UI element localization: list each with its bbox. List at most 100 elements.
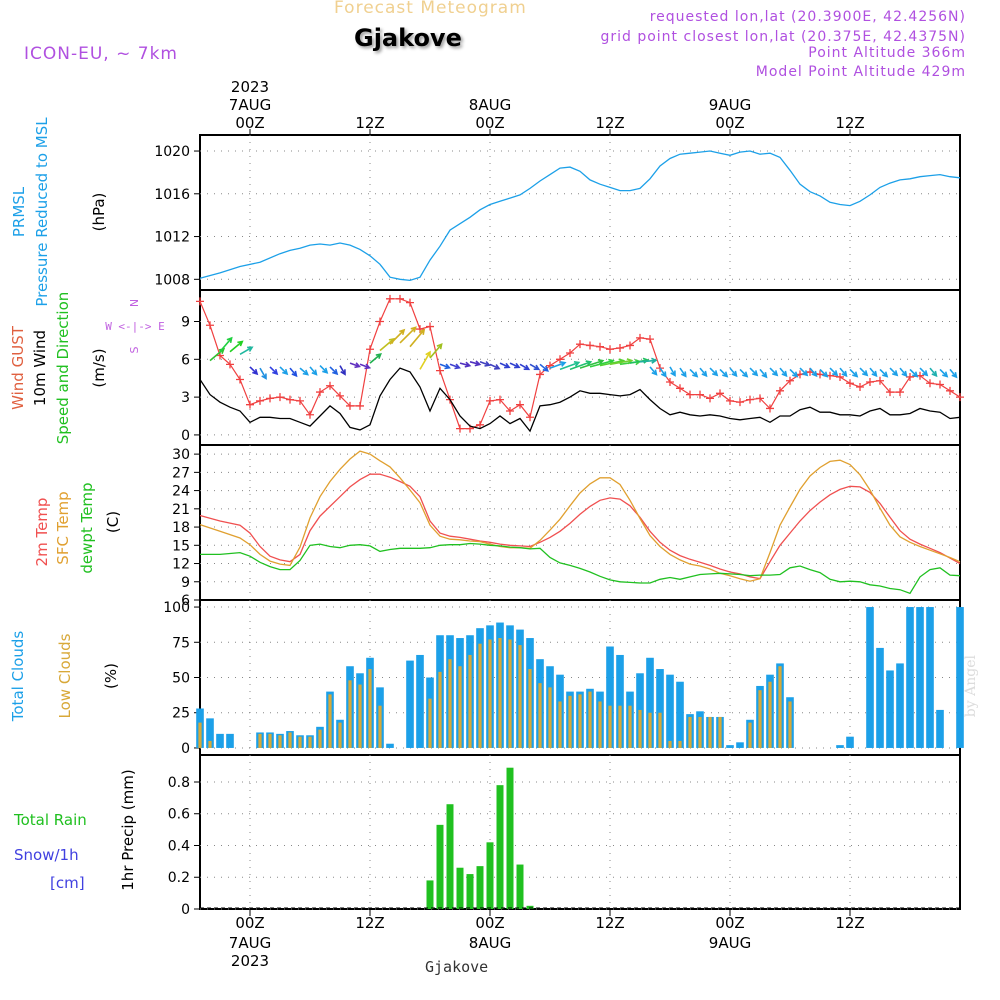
gust-marker	[476, 420, 484, 429]
total-cloud-bar	[886, 670, 894, 748]
ytick-label: 24	[172, 484, 190, 500]
wind-direction-arrow	[939, 368, 949, 378]
gust-marker	[946, 386, 954, 395]
gust-marker	[266, 394, 274, 403]
gust-marker	[206, 321, 214, 330]
bottom-year-label: 2023	[231, 952, 269, 970]
city-name: Gjakove	[354, 24, 462, 52]
gust-marker	[436, 366, 444, 375]
gust-marker	[766, 404, 774, 413]
wind-direction-arrow	[639, 357, 658, 364]
requested-coords: requested lon,lat (20.3900E, 42.4256N)	[649, 9, 966, 25]
wind-direction-arrow	[219, 336, 233, 353]
top-date-label: 8AUG	[469, 96, 511, 114]
ytick-label: 18	[172, 520, 190, 536]
dewpt-line	[200, 542, 961, 595]
wind-direction-arrow	[649, 366, 658, 376]
wind-direction-arrow	[229, 340, 244, 353]
gust-marker	[716, 389, 724, 398]
low-cloud-bar	[278, 735, 282, 748]
wind-direction-arrow	[259, 367, 267, 380]
bottom-hour-label: 00Z	[715, 914, 744, 932]
low-cloud-bar	[758, 690, 762, 748]
gust-marker	[286, 395, 294, 404]
ytick-label: 1016	[154, 187, 190, 203]
wind-direction-arrow	[469, 360, 482, 367]
prmsl-line	[199, 150, 961, 282]
low-cloud-bar	[368, 669, 372, 748]
gust-marker	[676, 384, 684, 393]
panel-frame-pressure	[199, 134, 961, 291]
wind-direction-arrow	[929, 367, 938, 378]
low-cloud-bar	[718, 716, 722, 748]
ytick-label: 100	[163, 600, 190, 616]
gust-marker	[456, 424, 464, 433]
gust-marker	[556, 355, 564, 364]
low-cloud-bar	[298, 736, 302, 748]
gust-marker	[726, 396, 734, 405]
total-cloud-bar	[386, 743, 394, 748]
gust-marker	[376, 317, 384, 326]
total-cloud-bar	[216, 733, 224, 748]
wind-direction-arrow	[429, 343, 443, 359]
gust-marker	[576, 340, 584, 349]
grid-point-coords: grid point closest lon,lat (20.375E, 42.…	[600, 29, 966, 45]
top-year-label: 2023	[231, 78, 269, 96]
gust-marker	[256, 396, 264, 405]
low-cloud-bar	[788, 701, 792, 748]
temp-unit-label: (C)	[104, 511, 122, 533]
ytick-label: 27	[172, 465, 190, 481]
gust-marker	[296, 396, 304, 405]
rain-bar	[456, 867, 464, 909]
wind-speed-direction-label: Speed and Direction	[54, 292, 72, 445]
wind-direction-arrow	[559, 361, 581, 371]
panel-frame-temperature	[199, 444, 961, 601]
bottom-hour-label: 12Z	[355, 914, 384, 932]
wind-direction-arrow	[889, 367, 899, 377]
gust-marker	[506, 406, 514, 415]
low-cloud-bar	[638, 709, 642, 748]
gust-marker	[836, 372, 844, 381]
snow-unit-label: [cm]	[50, 874, 85, 892]
low-cloud-bar	[608, 705, 612, 748]
wind-direction-arrow	[909, 368, 919, 378]
total-cloud-bar	[956, 607, 964, 748]
gust-marker	[626, 341, 634, 350]
ytick-label: 21	[172, 502, 190, 518]
gust-marker	[546, 361, 554, 370]
low-cloud-bar	[748, 722, 752, 748]
wind-direction-arrow	[879, 368, 889, 378]
wind-direction-arrow	[669, 366, 676, 377]
low-cloud-bar	[588, 691, 592, 748]
top-hour-label: 00Z	[715, 114, 744, 132]
wind-direction-arrow	[449, 363, 461, 370]
total-cloud-bar	[846, 736, 854, 748]
t2m-label: 2m Temp	[33, 498, 51, 567]
rain-bar	[526, 905, 534, 909]
wind-direction-arrow	[569, 360, 593, 371]
low-cloud-bar	[778, 666, 782, 748]
low-cloud-bar	[558, 701, 562, 748]
rain-bar	[446, 804, 454, 909]
wind-direction-arrow	[239, 346, 254, 355]
ytick-label: 0.4	[168, 838, 190, 854]
ytick-label: 9	[181, 315, 190, 331]
wind-direction-arrow	[659, 367, 667, 378]
snow-label: Snow/1h	[14, 846, 79, 864]
total-cloud-bar	[406, 660, 414, 748]
wind-direction-arrow	[919, 367, 929, 377]
low-clouds-label: Low Clouds	[56, 633, 74, 718]
wind-direction-arrow	[869, 367, 878, 378]
low-cloud-bar	[328, 694, 332, 748]
gust-marker	[886, 388, 894, 397]
rain-bar	[506, 767, 514, 909]
wind-direction-arrow	[319, 365, 329, 374]
low-cloud-bar	[698, 716, 702, 748]
wind-direction-arrow	[489, 363, 501, 370]
low-cloud-bar	[438, 671, 442, 748]
bottom-date-label: 8AUG	[469, 934, 511, 952]
wind-direction-arrow	[729, 367, 738, 378]
gust-marker	[386, 294, 394, 303]
rain-bar	[436, 824, 444, 909]
